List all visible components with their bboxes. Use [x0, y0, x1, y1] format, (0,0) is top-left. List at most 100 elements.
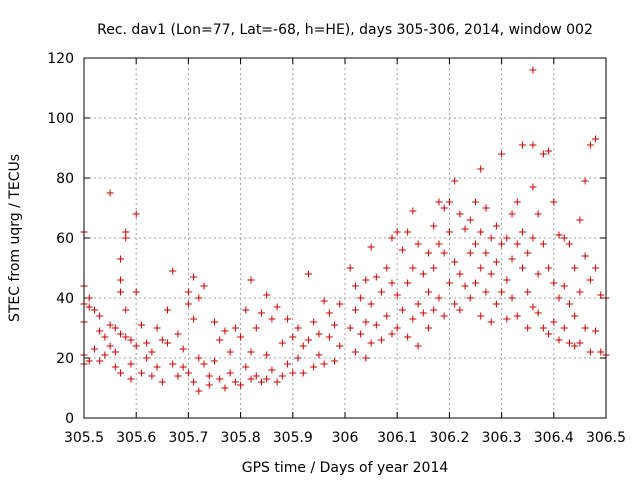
data-point	[513, 240, 521, 248]
data-point	[539, 150, 547, 158]
data-point	[393, 228, 401, 236]
data-point	[487, 270, 495, 278]
data-point	[117, 276, 125, 284]
data-point	[529, 141, 537, 149]
data-point	[597, 291, 605, 299]
data-point	[409, 315, 417, 323]
data-point	[122, 306, 130, 314]
data-point	[477, 312, 485, 320]
data-point	[430, 306, 438, 314]
data-point	[487, 318, 495, 326]
x-tick-label: 306.5	[586, 430, 626, 446]
data-point	[472, 279, 479, 287]
x-tick-label: 306.3	[482, 430, 522, 446]
data-point	[445, 279, 453, 287]
data-point	[440, 312, 448, 320]
data-point	[226, 348, 234, 356]
data-point	[111, 348, 119, 356]
data-point	[409, 264, 417, 272]
data-point	[284, 360, 292, 368]
data-point	[85, 294, 93, 302]
data-point	[211, 318, 218, 326]
y-tick-label: 60	[56, 231, 74, 247]
data-point	[378, 336, 386, 344]
data-point	[164, 306, 172, 314]
data-point	[503, 315, 511, 323]
data-point	[263, 351, 271, 359]
x-tick-label: 306	[332, 430, 359, 446]
data-point	[576, 339, 584, 347]
data-point	[315, 330, 323, 338]
data-point	[289, 333, 297, 341]
data-point	[143, 339, 151, 347]
data-point	[195, 354, 203, 362]
data-point	[425, 288, 433, 296]
data-point	[247, 375, 255, 383]
data-point	[560, 234, 568, 242]
data-point	[550, 279, 558, 287]
data-point	[169, 360, 177, 368]
data-point	[367, 339, 375, 347]
data-point	[96, 357, 104, 365]
data-point	[477, 165, 485, 173]
data-point	[346, 324, 354, 332]
data-point	[592, 264, 600, 272]
data-point	[419, 309, 427, 317]
data-point	[372, 321, 380, 329]
data-point	[550, 198, 558, 206]
data-point	[383, 312, 391, 320]
data-point	[576, 288, 584, 296]
data-point	[195, 387, 203, 395]
data-point	[127, 336, 135, 344]
grid-lines	[84, 58, 606, 418]
y-tick-label: 100	[47, 111, 74, 127]
data-point	[85, 357, 93, 365]
data-point	[169, 267, 177, 275]
data-point	[451, 258, 459, 266]
data-point	[440, 249, 448, 257]
data-point	[184, 288, 192, 296]
x-tick-label: 305.8	[221, 430, 261, 446]
data-point	[351, 348, 359, 356]
data-point	[200, 282, 208, 290]
data-point	[367, 300, 375, 308]
data-point	[122, 333, 130, 341]
data-point	[252, 372, 260, 380]
data-point	[190, 273, 198, 281]
data-point	[576, 216, 584, 224]
data-point	[106, 189, 114, 197]
data-point	[482, 288, 490, 296]
data-point	[534, 309, 542, 317]
data-point	[482, 204, 490, 212]
data-point	[545, 147, 553, 155]
data-point	[477, 228, 485, 236]
data-point	[148, 348, 156, 356]
data-point	[237, 333, 245, 341]
data-point	[560, 324, 568, 332]
data-point	[325, 309, 333, 317]
data-point	[226, 369, 234, 377]
data-point	[304, 336, 312, 344]
data-point	[503, 276, 511, 284]
data-point	[153, 324, 161, 332]
data-point	[435, 198, 443, 206]
data-point	[351, 306, 359, 314]
data-point	[174, 372, 182, 380]
data-point	[325, 333, 333, 341]
data-point	[231, 378, 239, 386]
data-point	[273, 303, 281, 311]
data-point	[565, 240, 573, 248]
data-point	[560, 282, 568, 290]
data-point	[106, 342, 114, 350]
data-point	[555, 294, 563, 302]
x-axis-ticks: 305.5 305.6 305.7 305.8 305.9 306 306.1 306.2 30…	[64, 58, 626, 446]
data-point	[346, 264, 354, 272]
data-point	[597, 348, 605, 356]
data-point	[503, 234, 511, 242]
data-point	[304, 270, 312, 278]
x-axis-label: GPS time / Days of year 2014	[242, 460, 449, 476]
x-tick-label: 306.4	[534, 430, 574, 446]
data-point	[143, 354, 151, 362]
data-point	[435, 294, 443, 302]
